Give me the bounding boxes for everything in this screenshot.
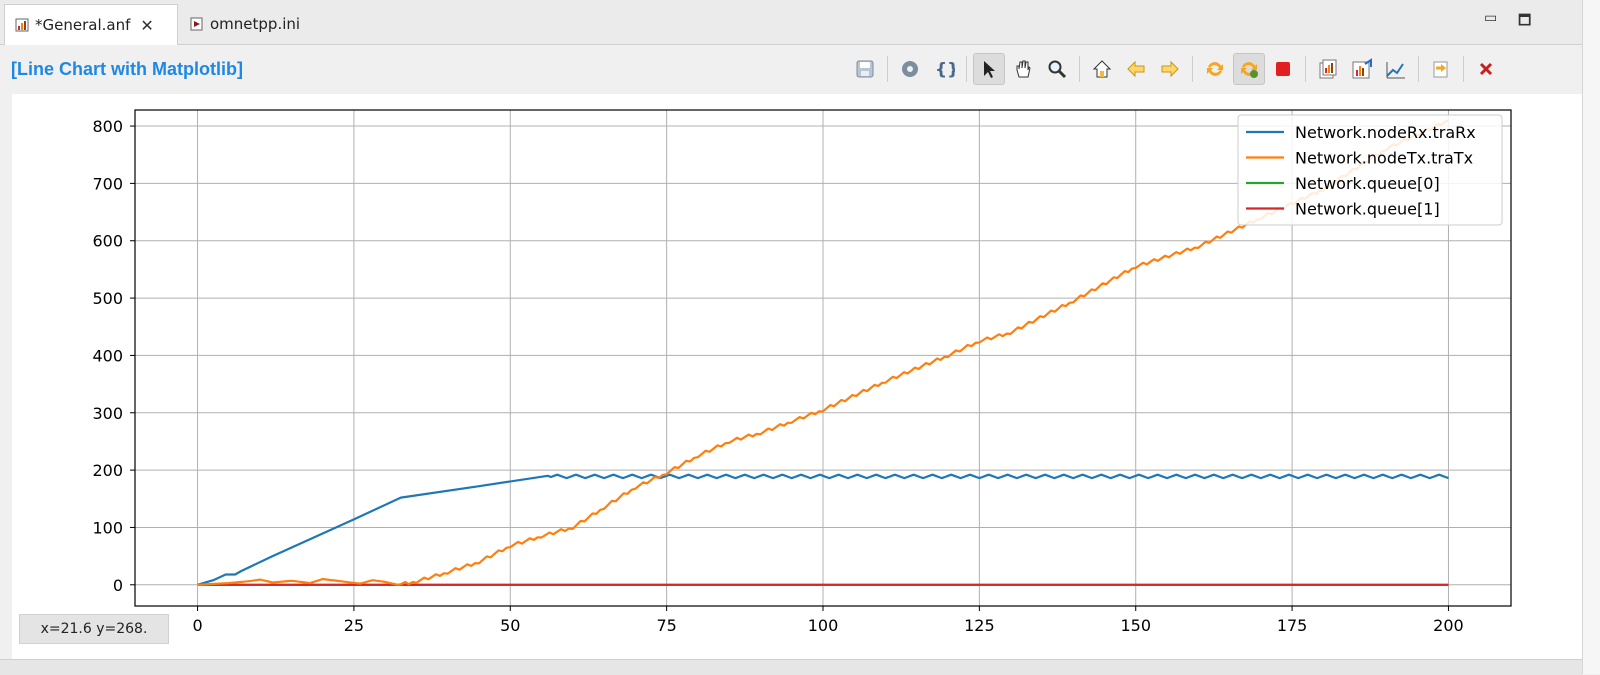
- line-chart[interactable]: 0 25 50 75 100 125 150 175 200 0 100 200 300 400 500 60…: [12, 94, 1582, 659]
- y-tick-label: 300: [92, 404, 123, 423]
- tab-label: omnetpp.ini: [210, 15, 301, 33]
- export-image-icon[interactable]: [1346, 53, 1378, 85]
- bottom-panel-strip: [0, 659, 1582, 675]
- y-tick-label: 100: [92, 518, 123, 537]
- y-tick-label: 400: [92, 346, 123, 365]
- braces-icon[interactable]: {}: [928, 53, 960, 85]
- axes-frame: [134, 109, 1512, 607]
- editor-tab-bar: *General.anf ✕ omnetpp.ini ▭ 🗖: [0, 0, 1582, 45]
- stop-icon[interactable]: [1267, 53, 1299, 85]
- x-tick-label: 100: [808, 616, 839, 635]
- y-tick-label: 500: [92, 289, 123, 308]
- x-tick-label: 175: [1277, 616, 1308, 635]
- x-tick-label: 200: [1433, 616, 1464, 635]
- export-data-icon[interactable]: [1380, 53, 1412, 85]
- tab-label: *General.anf: [35, 16, 131, 34]
- chart-title: [Line Chart with Matplotlib]: [11, 59, 243, 79]
- plot-canvas[interactable]: 0 25 50 75 100 125 150 175 200 0 100 200 300 400 500 60…: [12, 94, 1582, 659]
- y-tick-label: 800: [92, 117, 123, 136]
- series-line-0: [197, 473, 1449, 586]
- pointer-icon[interactable]: [973, 53, 1005, 85]
- chart-file-icon: [15, 18, 29, 32]
- pan-icon[interactable]: [1007, 53, 1039, 85]
- save-icon[interactable]: [849, 53, 881, 85]
- x-tick-label: 75: [656, 616, 676, 635]
- x-tick-label: 0: [192, 616, 202, 635]
- legend-box: [1237, 114, 1503, 226]
- ini-file-icon: [190, 17, 203, 31]
- forward-icon[interactable]: [1154, 53, 1186, 85]
- back-icon[interactable]: [1120, 53, 1152, 85]
- maximize-icon[interactable]: 🗖: [1518, 13, 1532, 29]
- x-tick-label: 125: [964, 616, 995, 635]
- chart-header: [Line Chart with Matplotlib] {}: [0, 45, 1582, 93]
- gear-icon[interactable]: [894, 53, 926, 85]
- x-tick-label: 25: [344, 616, 364, 635]
- y-tick-label: 200: [92, 461, 123, 480]
- legend-entry: Network.nodeRx.traRx: [1295, 123, 1476, 142]
- legend-entry: Network.queue[0]: [1295, 174, 1440, 193]
- coordinate-readout: x=21.6 y=268.: [19, 614, 169, 644]
- close-chart-icon[interactable]: [1470, 53, 1502, 85]
- refresh-icon[interactable]: [1199, 53, 1231, 85]
- y-tick-label: 600: [92, 232, 123, 251]
- zoom-icon[interactable]: [1041, 53, 1073, 85]
- auto-refresh-icon[interactable]: [1233, 53, 1265, 85]
- right-side-bar: [1582, 0, 1600, 674]
- home-icon[interactable]: [1086, 53, 1118, 85]
- legend-entry: Network.nodeTx.traTx: [1295, 149, 1473, 168]
- y-tick-label: 0: [113, 576, 123, 595]
- open-icon[interactable]: [1425, 53, 1457, 85]
- legend-entry: Network.queue[1]: [1295, 200, 1440, 219]
- minimize-icon[interactable]: ▭: [1484, 10, 1498, 26]
- tab-general-anf[interactable]: *General.anf ✕: [4, 4, 178, 45]
- y-tick-label: 700: [92, 174, 123, 193]
- x-tick-label: 150: [1120, 616, 1151, 635]
- copy-chart-icon[interactable]: [1312, 53, 1344, 85]
- x-tick-label: 50: [500, 616, 520, 635]
- svg-text:{}: {}: [935, 60, 955, 80]
- chart-toolbar: {}: [848, 53, 1503, 85]
- tab-omnetpp-ini[interactable]: omnetpp.ini: [180, 4, 330, 44]
- close-tab-icon[interactable]: ✕: [140, 15, 154, 35]
